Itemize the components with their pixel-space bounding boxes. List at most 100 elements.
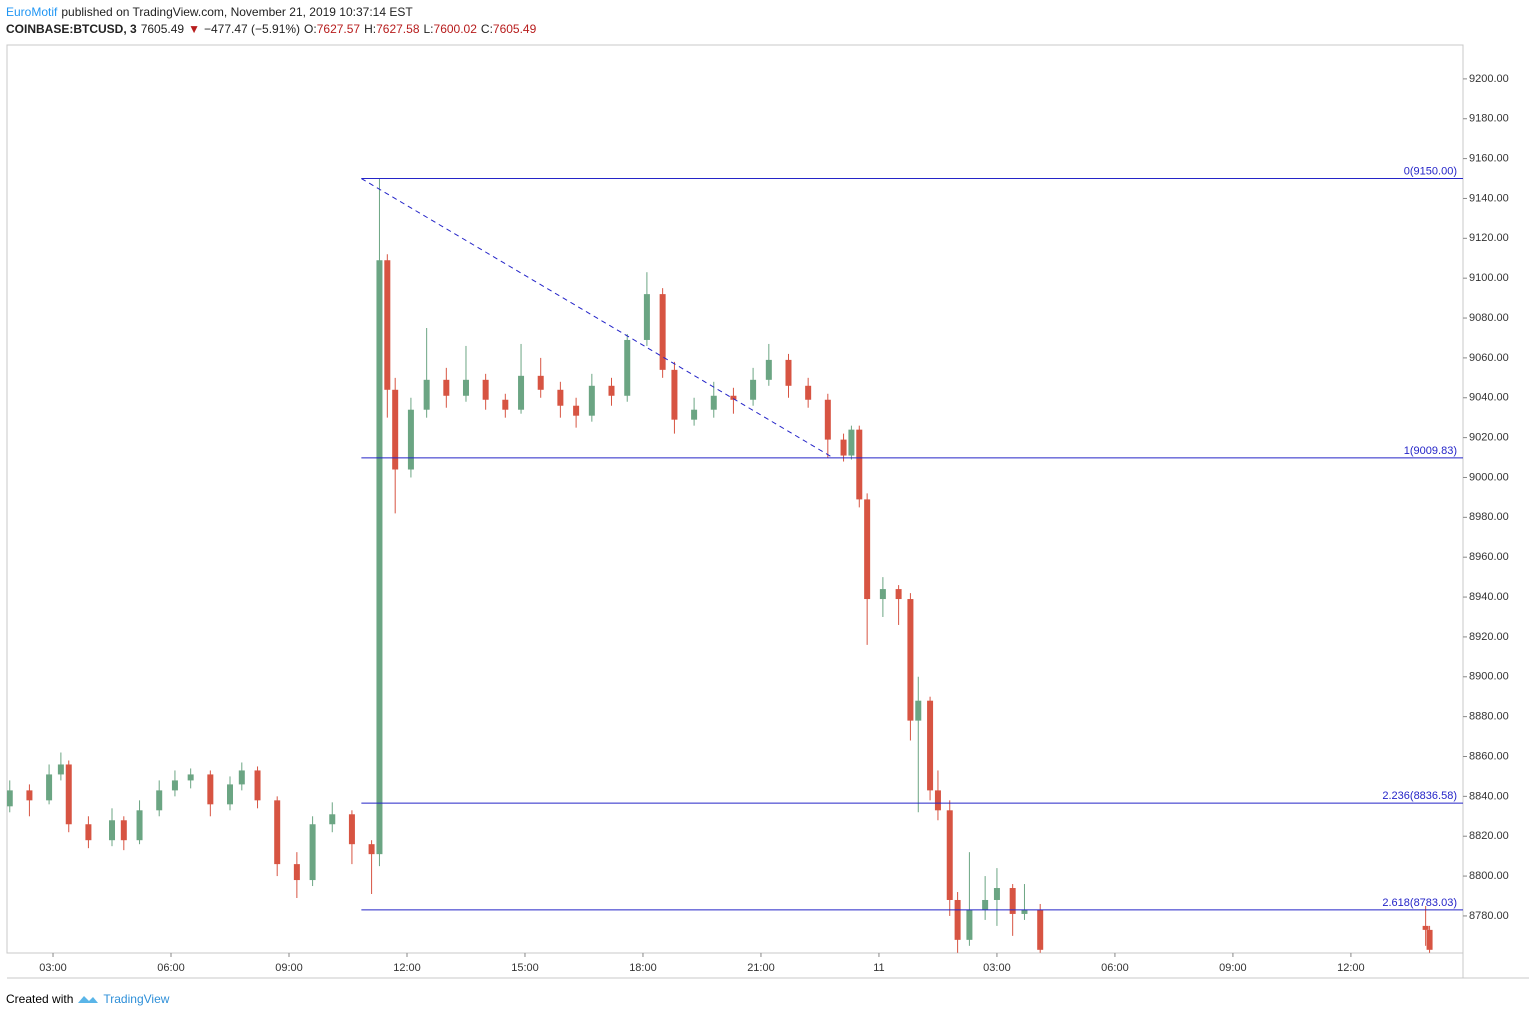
candle-body	[120, 820, 127, 841]
chart: 8780.00 8800.00 8820.00 8840.00 8860.00 8880.…	[6, 44, 1529, 979]
x-tick-label: 03:00	[39, 962, 67, 974]
y-tick-label: 8900.00	[1469, 671, 1509, 683]
candle-body	[254, 770, 261, 801]
candle-body	[1021, 909, 1028, 914]
candle-body	[730, 395, 737, 400]
candle-body	[588, 385, 595, 416]
candle-body	[691, 409, 698, 420]
candle-body	[85, 824, 92, 841]
candle-body	[824, 399, 831, 440]
created-with: Created with	[6, 992, 74, 1006]
candle-body	[946, 810, 953, 900]
candle-body	[954, 899, 961, 940]
y-tick-label: 8860.00	[1469, 750, 1509, 762]
candle-body	[443, 379, 450, 396]
candle-body	[348, 814, 355, 845]
fib-label: 2.618(8783.03)	[1382, 897, 1457, 909]
y-tick-label: 9060.00	[1469, 352, 1509, 364]
candle-body	[864, 499, 871, 600]
candle-body	[46, 774, 53, 801]
x-tick-label: 09:00	[1219, 962, 1247, 974]
open: 7627.57	[316, 22, 361, 36]
candle-body	[171, 780, 178, 791]
candle-body	[65, 764, 72, 825]
candle-body	[982, 899, 989, 910]
y-tick-label: 8820.00	[1469, 830, 1509, 842]
candle-body	[392, 389, 399, 470]
candle-body	[785, 359, 792, 386]
fib-label: 2.236(8836.58)	[1382, 790, 1457, 802]
y-tick-label: 9140.00	[1469, 192, 1509, 204]
y-tick-label: 8840.00	[1469, 790, 1509, 802]
candle-body	[537, 375, 544, 390]
candle-body	[227, 784, 234, 805]
y-tick-label: 8800.00	[1469, 870, 1509, 882]
x-tick-label: 12:00	[393, 962, 421, 974]
candle-body	[482, 379, 489, 400]
candle-body	[1009, 888, 1016, 914]
candle-body	[907, 599, 914, 721]
publish-line: EuroMotif published on TradingView.com, N…	[6, 5, 417, 19]
x-tick-label: 12:00	[1337, 962, 1365, 974]
published: published on TradingView.com, November 2…	[61, 5, 413, 19]
candle-body	[557, 389, 564, 406]
candle-body	[624, 339, 631, 396]
candle-body	[848, 429, 855, 456]
fib-label: 1(9009.83)	[1404, 445, 1457, 457]
candle-body	[805, 385, 812, 400]
candle-body	[765, 359, 772, 380]
candle-body	[207, 774, 214, 805]
author[interactable]: EuroMotif	[6, 5, 58, 19]
candle-body	[966, 909, 973, 940]
symbol: COINBASE:BTCUSD, 3	[6, 22, 137, 36]
last-price: 7605.49	[140, 22, 185, 36]
y-tick-label: 9020.00	[1469, 432, 1509, 444]
y-tick-label: 9080.00	[1469, 312, 1509, 324]
logo	[78, 996, 99, 1003]
candle-body	[238, 770, 245, 785]
low: 7600.02	[433, 22, 477, 36]
y-tick-label: 9160.00	[1469, 153, 1509, 165]
footer: Created with TradingView	[6, 992, 169, 1006]
candle-body	[750, 379, 757, 400]
candle-body	[856, 429, 863, 500]
o-label: O:	[304, 22, 317, 36]
close: 7605.49	[492, 22, 537, 36]
candle-body	[376, 260, 383, 855]
y-tick-label: 8880.00	[1469, 711, 1509, 723]
y-tick-label: 9120.00	[1469, 232, 1509, 244]
y-tick-label: 9180.00	[1469, 113, 1509, 125]
candle-body	[293, 864, 300, 881]
x-tick-label: 06:00	[1101, 962, 1129, 974]
candle-body	[423, 379, 430, 410]
y-tick-label: 9000.00	[1469, 471, 1509, 483]
x-tick-label: 18:00	[629, 962, 657, 974]
candle-body	[1422, 925, 1429, 930]
candle-body	[1426, 929, 1433, 950]
candle-body	[407, 409, 414, 470]
y-tick-label: 9040.00	[1469, 392, 1509, 404]
candle-body	[840, 439, 847, 456]
x-tick-label: 11	[873, 962, 884, 974]
candle-body	[309, 824, 316, 881]
candle-body	[993, 888, 1000, 900]
plot-frame	[6, 44, 1464, 954]
candle-body	[156, 790, 163, 811]
candle-body	[915, 700, 922, 721]
candle-body	[1037, 909, 1044, 950]
candle-body	[26, 790, 33, 801]
symbol-line: COINBASE:BTCUSD, 3 7605.49 ▼ −477.47 (−5.91…	[6, 22, 540, 36]
candle-body	[927, 700, 934, 791]
candle-body	[462, 379, 469, 396]
x-tick-label: 21:00	[747, 962, 775, 974]
x-tick-label: 03:00	[983, 962, 1011, 974]
candle-body	[671, 369, 678, 420]
candle-body	[384, 260, 391, 390]
change: −477.47 (−5.91%)	[203, 22, 301, 36]
brand[interactable]: TradingView	[103, 992, 170, 1006]
candle-body	[608, 385, 615, 396]
y-tick-label: 8980.00	[1469, 511, 1509, 523]
candle-body	[329, 814, 336, 825]
arrow: ▼	[188, 22, 200, 36]
